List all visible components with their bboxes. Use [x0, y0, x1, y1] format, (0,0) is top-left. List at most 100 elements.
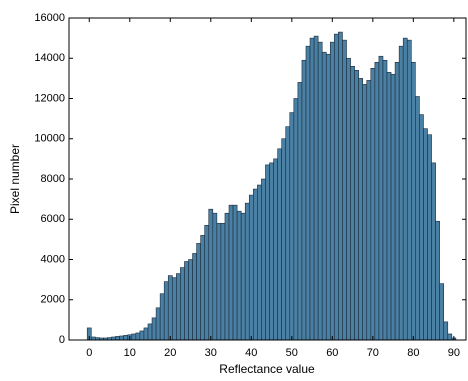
x-tick-label: 90	[448, 347, 460, 359]
bar	[232, 204, 238, 341]
bar	[350, 66, 355, 341]
bar	[273, 158, 278, 341]
bar	[123, 335, 129, 341]
bar	[338, 31, 343, 341]
bar	[427, 134, 432, 341]
bar	[208, 208, 214, 341]
bar	[115, 336, 120, 341]
bar	[236, 210, 242, 341]
bar	[297, 82, 303, 341]
bar	[176, 273, 181, 341]
bar	[394, 61, 400, 341]
bar	[423, 128, 428, 341]
bar	[402, 37, 408, 341]
bar	[216, 222, 222, 341]
bar	[147, 323, 153, 341]
bar	[180, 267, 185, 341]
x-tick-label: 80	[407, 347, 419, 359]
x-tick-label: 0	[86, 347, 92, 359]
bar	[386, 72, 392, 341]
x-tick-label: 10	[124, 347, 136, 359]
bar	[192, 253, 197, 341]
bar	[435, 220, 440, 341]
bar	[184, 261, 189, 341]
bar	[406, 39, 412, 341]
bar	[411, 61, 416, 341]
y-tick-label: 12000	[34, 92, 65, 104]
bar	[325, 53, 331, 341]
bar	[139, 330, 145, 341]
bar	[285, 126, 291, 341]
x-axis-label: Reflectance value	[219, 362, 315, 376]
x-tick-label: 70	[367, 347, 379, 359]
bar	[305, 45, 311, 341]
bar	[390, 74, 396, 341]
bar	[172, 277, 177, 341]
bar	[447, 333, 453, 341]
bar	[281, 138, 287, 341]
bar	[358, 78, 363, 341]
x-tick-label: 30	[205, 347, 217, 359]
bar	[240, 212, 246, 341]
bar	[212, 212, 218, 341]
bar	[159, 293, 165, 341]
bar	[253, 188, 258, 341]
bar	[196, 243, 201, 341]
bar	[334, 33, 339, 341]
y-tick-label: 0	[59, 334, 65, 346]
bar	[131, 333, 137, 341]
bar	[155, 307, 161, 341]
bar	[382, 59, 388, 341]
bar	[244, 202, 250, 341]
bar	[289, 112, 295, 341]
bar	[354, 70, 359, 341]
bar	[248, 194, 254, 341]
bar	[257, 184, 262, 341]
bar	[309, 37, 315, 341]
bar	[167, 275, 173, 341]
bar	[329, 41, 335, 341]
bar	[313, 35, 319, 341]
bar	[366, 80, 372, 341]
bar	[261, 178, 266, 341]
bar	[135, 332, 141, 341]
bar	[378, 55, 384, 341]
bar	[293, 98, 299, 341]
y-tick-label: 8000	[41, 173, 65, 185]
y-tick-label: 16000	[34, 12, 65, 24]
bar	[119, 335, 124, 341]
x-tick-label: 20	[164, 347, 176, 359]
bar	[431, 162, 436, 341]
x-tick-label: 40	[245, 347, 257, 359]
y-tick-label: 14000	[34, 52, 65, 64]
bar	[346, 57, 351, 341]
bar	[151, 317, 157, 341]
bar	[163, 281, 169, 341]
y-axis-label: Pixel number	[8, 144, 22, 214]
y-tick-label: 10000	[34, 133, 65, 145]
bar	[220, 222, 226, 341]
bar	[370, 68, 376, 341]
bar	[362, 84, 368, 341]
y-tick-label: 4000	[41, 253, 65, 265]
bar	[443, 321, 449, 341]
bar	[200, 235, 206, 341]
bar	[439, 283, 445, 341]
bar	[143, 327, 149, 341]
x-tick-label: 60	[326, 347, 338, 359]
bar	[321, 51, 327, 341]
bar	[415, 96, 420, 341]
bar	[265, 164, 270, 341]
y-tick-label: 2000	[41, 294, 65, 306]
x-tick-label: 50	[286, 347, 298, 359]
bar	[188, 259, 193, 341]
bar	[398, 45, 404, 341]
bar	[269, 162, 274, 341]
bar	[228, 204, 234, 341]
bar	[204, 224, 210, 341]
y-tick-label: 6000	[41, 213, 65, 225]
bar	[342, 39, 347, 341]
bar	[419, 114, 424, 341]
